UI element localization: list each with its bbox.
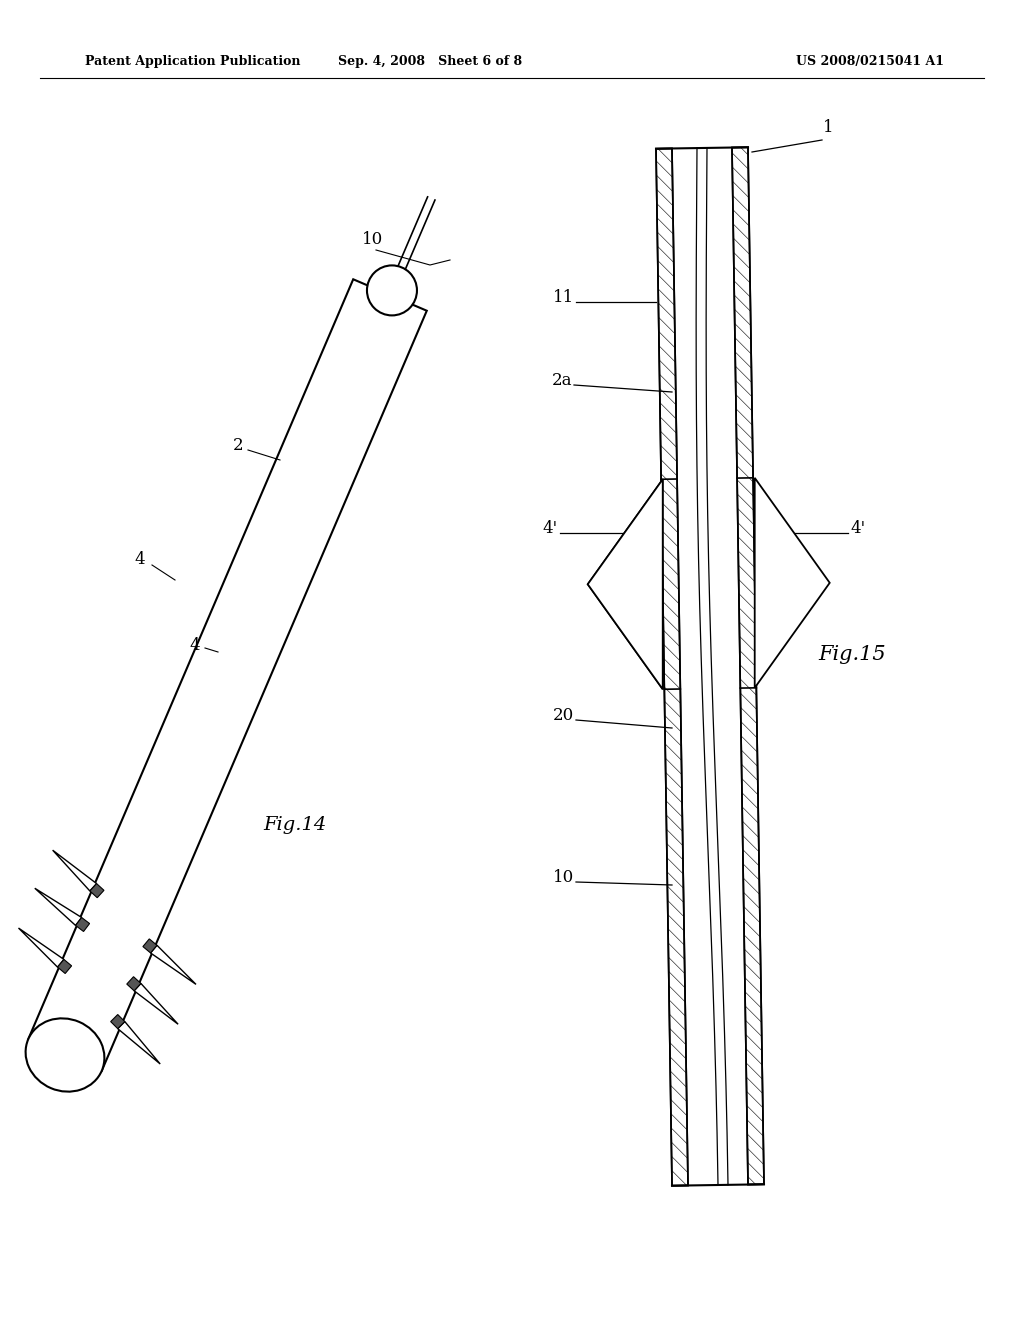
Polygon shape <box>755 478 829 688</box>
Text: Fig.14: Fig.14 <box>263 816 327 834</box>
Polygon shape <box>143 939 157 953</box>
Polygon shape <box>151 945 196 985</box>
Polygon shape <box>111 1015 125 1028</box>
Text: 4': 4' <box>543 520 558 537</box>
Polygon shape <box>76 917 89 932</box>
Polygon shape <box>588 479 663 689</box>
Text: 11: 11 <box>553 289 574 306</box>
Text: 4': 4' <box>850 520 865 537</box>
Polygon shape <box>656 148 688 1185</box>
Polygon shape <box>90 883 104 898</box>
Polygon shape <box>118 1022 160 1064</box>
Polygon shape <box>35 888 82 925</box>
Text: Sep. 4, 2008   Sheet 6 of 8: Sep. 4, 2008 Sheet 6 of 8 <box>338 55 522 69</box>
Text: 1: 1 <box>822 119 834 136</box>
Polygon shape <box>732 148 764 1184</box>
Polygon shape <box>588 479 663 689</box>
Text: 4: 4 <box>135 552 145 569</box>
Ellipse shape <box>367 265 417 315</box>
Polygon shape <box>29 280 427 1071</box>
Text: Patent Application Publication: Patent Application Publication <box>85 55 300 69</box>
Text: 4: 4 <box>189 636 201 653</box>
Polygon shape <box>134 983 178 1024</box>
Ellipse shape <box>26 1018 104 1092</box>
Text: 2: 2 <box>232 437 244 454</box>
Polygon shape <box>52 850 96 891</box>
Text: US 2008/0215041 A1: US 2008/0215041 A1 <box>796 55 944 69</box>
Polygon shape <box>18 928 63 968</box>
Polygon shape <box>57 960 72 974</box>
Text: 10: 10 <box>362 231 383 248</box>
Text: Fig.15: Fig.15 <box>818 645 886 664</box>
Polygon shape <box>127 977 141 991</box>
Text: 2a: 2a <box>552 372 572 389</box>
Text: 10: 10 <box>553 869 574 886</box>
Text: 20: 20 <box>553 708 574 723</box>
